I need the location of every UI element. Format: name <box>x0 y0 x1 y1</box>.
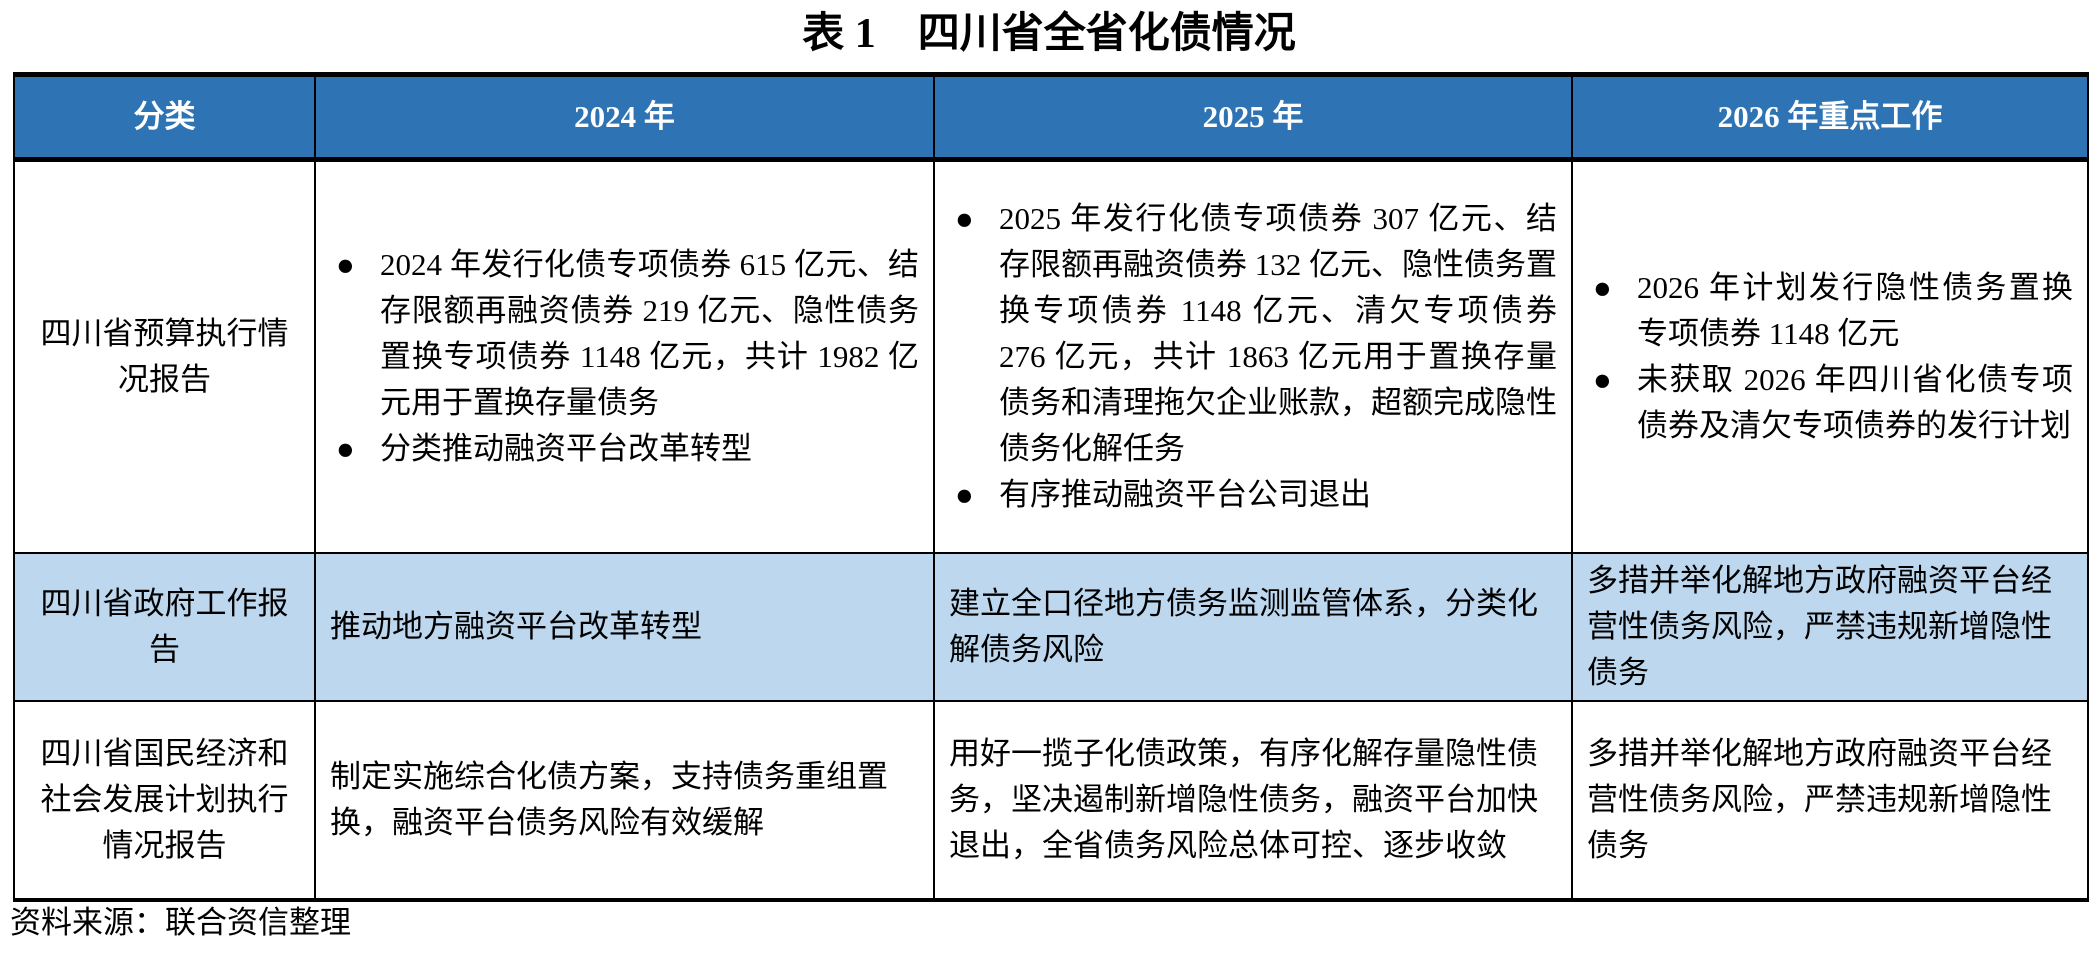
bullet-item: 未获取 2026 年四川省化债专项债券及清欠专项债券的发行计划 <box>1587 357 2073 449</box>
cell-2025: 2025 年发行化债专项债券 307 亿元、结存限额再融资债券 132 亿元、隐… <box>933 158 1573 554</box>
bullet-item: 有序推动融资平台公司退出 <box>949 472 1557 518</box>
cell-2026: 多措并举化解地方政府融资平台经营性债务风险，严禁违规新增隐性债务 <box>1571 700 2089 902</box>
header-category: 分类 <box>13 72 316 162</box>
table-row: 四川省预算执行情况报告 2024 年发行化债专项债券 615 亿元、结存限额再融… <box>13 158 2089 554</box>
cell-2024: 2024 年发行化债专项债券 615 亿元、结存限额再融资债券 219 亿元、隐… <box>314 158 935 554</box>
cell-2025: 用好一揽子化债政策，有序化解存量隐性债务，坚决遏制新增隐性债务，融资平台加快退出… <box>933 700 1573 902</box>
cell-2025: 建立全口径地方债务监测监管体系，分类化解债务风险 <box>933 552 1573 702</box>
table-title: 表 1 四川省全省化债情况 <box>802 11 1296 57</box>
category-cell: 四川省政府工作报告 <box>13 552 316 702</box>
bullet-item: 2026 年计划发行隐性债务置换专项债券 1148 亿元 <box>1587 265 2073 357</box>
bullet-item: 2025 年发行化债专项债券 307 亿元、结存限额再融资债券 132 亿元、隐… <box>949 196 1557 472</box>
header-row: 分类 2024 年 2025 年 2026 年重点工作 <box>13 72 2089 162</box>
bullet-item: 2024 年发行化债专项债券 615 亿元、结存限额再融资债券 219 亿元、隐… <box>330 242 919 426</box>
category-cell: 四川省预算执行情况报告 <box>13 158 316 554</box>
source-note: 资料来源：联合资信整理 <box>10 905 351 940</box>
header-2026: 2026 年重点工作 <box>1571 72 2089 162</box>
table-row: 四川省政府工作报告 推动地方融资平台改革转型 建立全口径地方债务监测监管体系，分… <box>13 552 2089 702</box>
table-row: 四川省国民经济和社会发展计划执行情况报告 制定实施综合化债方案，支持债务重组置换… <box>13 700 2089 902</box>
cell-2024: 制定实施综合化债方案，支持债务重组置换，融资平台债务风险有效缓解 <box>314 700 935 902</box>
header-2024: 2024 年 <box>314 72 935 162</box>
cell-2026: 多措并举化解地方政府融资平台经营性债务风险，严禁违规新增隐性债务 <box>1571 552 2089 702</box>
debt-resolution-table: 分类 2024 年 2025 年 2026 年重点工作 四川省预算执行情况报告 … <box>13 72 2089 902</box>
header-2025: 2025 年 <box>933 72 1573 162</box>
cell-2024: 推动地方融资平台改革转型 <box>314 552 935 702</box>
category-cell: 四川省国民经济和社会发展计划执行情况报告 <box>13 700 316 902</box>
bullet-item: 分类推动融资平台改革转型 <box>330 426 919 472</box>
cell-2026: 2026 年计划发行隐性债务置换专项债券 1148 亿元 未获取 2026 年四… <box>1571 158 2089 554</box>
